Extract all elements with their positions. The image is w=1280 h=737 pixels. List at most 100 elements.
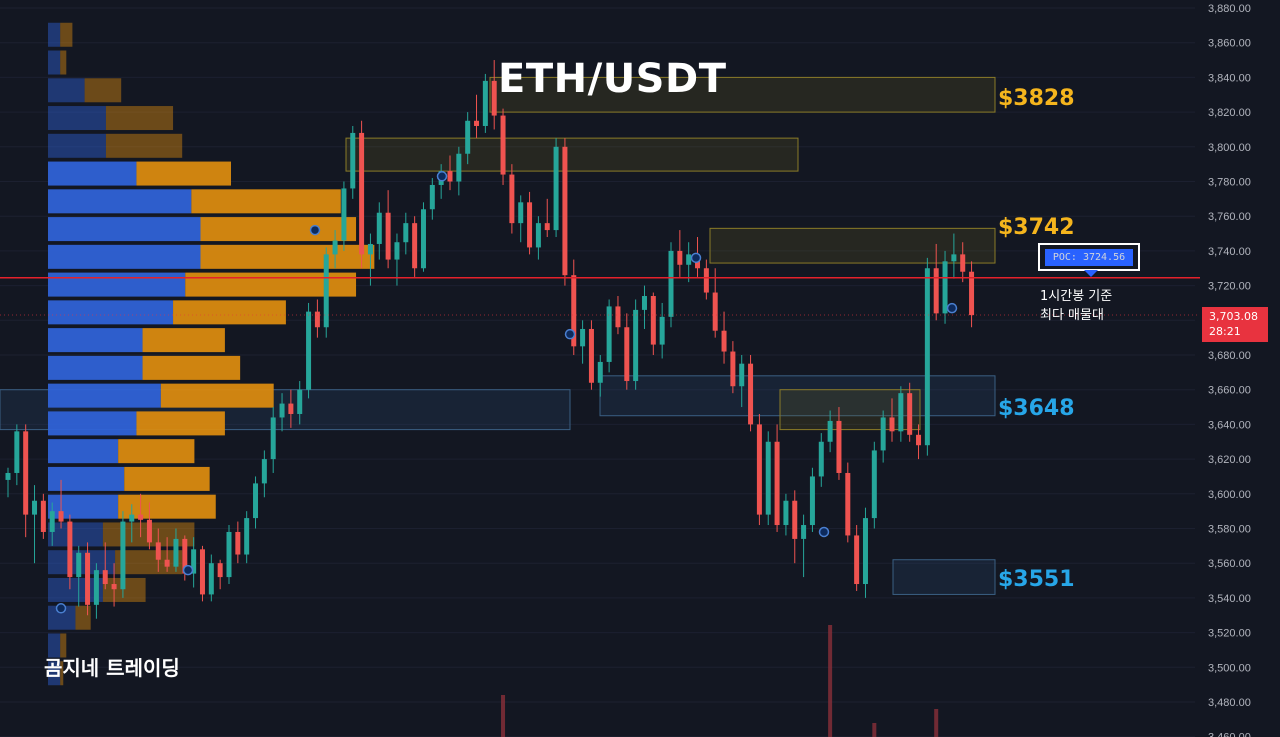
profile-sell-bar (136, 161, 231, 186)
candle-body (615, 306, 621, 328)
marker-dot (564, 328, 576, 340)
zone-label-3828: $3828 (998, 86, 1075, 111)
candle-body (871, 450, 877, 519)
y-tick-label: 3,640.00 (1208, 419, 1251, 431)
poc-annotation: 1시간봉 기준 최다 매물대 (1040, 287, 1112, 325)
candle-body (270, 417, 276, 460)
price-zone (489, 76, 996, 113)
marker-dot (436, 171, 448, 182)
y-tick-label: 3,680.00 (1208, 350, 1251, 362)
candle-body (129, 514, 135, 522)
profile-sell-bar (75, 605, 91, 630)
profile-sell-bar (185, 272, 357, 297)
profile-sell-bar (60, 633, 67, 658)
candle-body (102, 570, 108, 585)
candle-body (624, 327, 630, 382)
candle-body (465, 120, 471, 154)
candle-body (67, 521, 73, 578)
y-tick-label: 3,520.00 (1208, 628, 1251, 640)
profile-sell-bar (60, 661, 64, 686)
price-zone (709, 227, 996, 264)
candle-body (456, 153, 462, 182)
candle-body (721, 330, 727, 352)
volume-bar (828, 625, 833, 737)
profile-buy-bar (48, 217, 201, 242)
candle-body (916, 434, 922, 446)
candle-body (606, 306, 612, 362)
price-zone (892, 559, 996, 595)
candle-body (376, 212, 382, 244)
candle-body (146, 519, 152, 543)
profile-buy-bar (48, 50, 61, 75)
candle-body (58, 511, 64, 522)
profile-buy-bar (48, 439, 119, 464)
candle-body (403, 223, 409, 243)
candle-body (933, 268, 939, 314)
candle-body (323, 254, 329, 328)
marker-dot (182, 564, 194, 576)
candle-body (217, 563, 223, 578)
candle-body (845, 472, 851, 536)
price-zone (345, 137, 799, 172)
candle-body (23, 431, 29, 515)
candle-body (827, 420, 833, 442)
candle-body (836, 420, 842, 473)
profile-sell-bar (136, 411, 225, 436)
poc-pointer (1084, 270, 1098, 277)
candle-body (703, 268, 709, 293)
candle-body (120, 521, 126, 590)
candle-body (235, 531, 241, 555)
profile-buy-bar (48, 133, 106, 158)
y-tick-label: 3,580.00 (1208, 524, 1251, 536)
current-price-tag[interactable]: 3,703.08 28:21 (1202, 307, 1268, 342)
volume-bar (872, 723, 877, 737)
profile-buy-bar (48, 244, 201, 269)
candle-body (783, 500, 789, 526)
candle-body (226, 531, 232, 578)
marker-dot (309, 224, 321, 236)
candle-body (491, 80, 497, 116)
y-tick-label: 3,560.00 (1208, 558, 1251, 570)
profile-sell-bar (105, 133, 183, 158)
profile-buy-bar (48, 328, 143, 353)
candle-body (482, 80, 488, 126)
candle-body (748, 363, 754, 425)
candle-body (474, 120, 480, 126)
candle-body (111, 584, 117, 590)
candle-body (862, 518, 868, 585)
profile-buy-bar (48, 161, 137, 186)
candle-body (880, 417, 886, 451)
profile-sell-bar (105, 106, 174, 131)
candle-body (571, 275, 577, 347)
candle-body (765, 441, 771, 515)
candle-body (447, 171, 453, 182)
candle-body (429, 184, 435, 210)
y-tick-label: 3,620.00 (1208, 454, 1251, 466)
candle-body (412, 223, 418, 269)
profile-buy-bar (48, 466, 125, 491)
y-tick-label: 3,660.00 (1208, 385, 1251, 397)
y-tick-label: 3,500.00 (1208, 662, 1251, 674)
candle-body (898, 393, 904, 432)
profile-buy-bar (48, 300, 174, 325)
zone-label-3742: $3742 (998, 215, 1075, 240)
candle-body (553, 146, 559, 231)
current-price: 3,703.08 (1209, 310, 1258, 323)
candle-body (907, 393, 913, 435)
candle-body (394, 242, 400, 260)
y-tick-label: 3,820.00 (1208, 107, 1251, 119)
candle-body (686, 254, 692, 265)
candle-body (650, 296, 656, 345)
candle-body (597, 361, 603, 383)
candle-body (306, 311, 312, 390)
volume-bar (934, 709, 939, 737)
candle-body (155, 542, 161, 560)
y-tick-label: 3,840.00 (1208, 72, 1251, 84)
profile-sell-bar (200, 217, 357, 242)
candle-body (818, 441, 824, 477)
candle-body (739, 363, 745, 387)
candle-body (5, 472, 11, 480)
y-tick-label: 3,860.00 (1208, 38, 1251, 50)
chart-title: ETH/USDT (498, 56, 727, 102)
